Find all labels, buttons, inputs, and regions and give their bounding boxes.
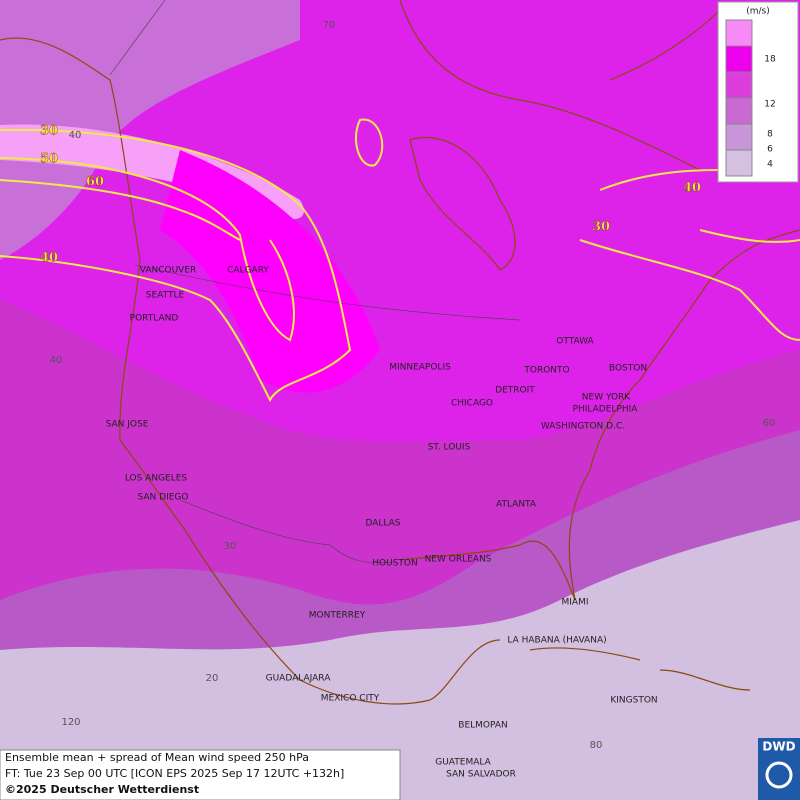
city-label: LOS ANGELES: [125, 474, 188, 484]
grid-label: 120: [61, 717, 80, 728]
footer-copyright: ©2025 Deutscher Wetterdienst: [5, 783, 199, 796]
legend-label: 18: [764, 55, 776, 65]
city-label: GUATEMALA: [435, 758, 491, 768]
grid-label: 60: [763, 418, 776, 429]
city-label: SAN JOSE: [106, 420, 149, 430]
city-label: NEW ORLEANS: [425, 555, 492, 565]
legend-label: 6: [767, 145, 773, 155]
city-label: CALGARY: [227, 266, 269, 276]
logo-box: [758, 738, 800, 800]
contour-label: 30: [592, 220, 610, 235]
city-label: ATLANTA: [496, 500, 537, 510]
coastlines: [0, 0, 800, 705]
city-label: CHICAGO: [451, 399, 493, 409]
city-label: ST. LOUIS: [428, 443, 471, 453]
contour-label: 30: [40, 124, 58, 139]
grid-label: 30: [224, 541, 237, 552]
city-label: WASHINGTON D.C.: [541, 422, 625, 432]
city-label: SEATTLE: [146, 291, 185, 301]
legend-swatch: [725, 45, 753, 73]
legend-label: 4: [767, 160, 773, 170]
city-label: MINNEAPOLIS: [389, 363, 451, 373]
labels: VANCOUVER CALGARY SEATTLE PORTLAND MINNEAPOL…: [40, 20, 776, 780]
legend-unit: (m/s): [746, 7, 770, 17]
city-label: NEW YORK: [582, 393, 632, 403]
city-label: BELMOPAN: [458, 721, 507, 731]
contour-label: 50: [40, 152, 58, 167]
grid-label: 80: [590, 740, 603, 751]
legend-swatch: [725, 149, 753, 177]
footer-forecast: FT: Tue 23 Sep 00 UTC [ICON EPS 2025 Sep…: [5, 767, 344, 780]
city-label: MONTERREY: [309, 611, 366, 621]
grid-label: 20: [206, 673, 219, 684]
legend-label: 12: [764, 100, 775, 110]
city-label: PORTLAND: [130, 314, 179, 324]
city-label: PHILADELPHIA: [573, 405, 639, 415]
contours: [0, 118, 800, 403]
city-label: GUADALAJARA: [266, 674, 332, 684]
city-label: SAN DIEGO: [138, 493, 189, 503]
city-label: BOSTON: [609, 364, 647, 374]
city-label: MEXICO CITY: [321, 694, 380, 704]
legend-swatch: [725, 19, 753, 47]
borders: [109, 0, 521, 564]
city-label: KINGSTON: [610, 696, 657, 706]
city-label: DALLAS: [365, 519, 400, 529]
legend: (m/s) 18 12 8 6 4: [717, 1, 799, 183]
footer-box: [0, 749, 401, 800]
city-label: SAN SALVADOR: [446, 770, 516, 780]
city-label: DETROIT: [495, 386, 535, 396]
legend-swatch: [725, 123, 753, 151]
legend-swatch: [725, 71, 753, 99]
footer-title: Ensemble mean + spread of Mean wind spee…: [5, 751, 309, 764]
city-label: OTTAWA: [556, 337, 594, 347]
city-label: HOUSTON: [372, 559, 417, 569]
grid-label: 70: [323, 20, 336, 31]
city-label: MIAMI: [562, 598, 589, 608]
city-label: VANCOUVER: [140, 266, 197, 276]
legend-swatch: [725, 97, 753, 125]
field-zone: [0, 0, 300, 260]
legend-label: 8: [767, 130, 773, 140]
logo-text: DWD: [762, 740, 795, 754]
city-label: TORONTO: [523, 366, 569, 376]
logo-icon: [765, 761, 793, 789]
contour-label: 40: [683, 181, 701, 196]
field-zone: [0, 520, 800, 800]
contour-label: 40: [40, 251, 58, 266]
city-label: LA HABANA (HAVANA): [507, 636, 606, 646]
grid-label: 40: [50, 355, 63, 366]
grid-label: 40: [69, 130, 82, 141]
contour-label: 60: [86, 175, 104, 190]
